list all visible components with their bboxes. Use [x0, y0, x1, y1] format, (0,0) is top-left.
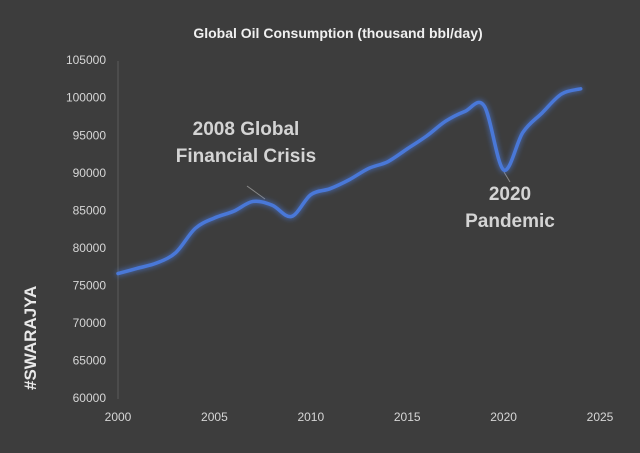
y-tick-label: 65000	[73, 354, 107, 368]
annotation: 2020	[489, 184, 531, 205]
line-series	[116, 87, 583, 276]
annotation-connector	[246, 185, 266, 200]
x-tick-label: 2015	[394, 410, 421, 424]
y-tick-label: 70000	[73, 316, 107, 330]
annotation: 2008 Global	[193, 119, 300, 140]
annotation-connector	[503, 171, 511, 183]
x-tick-label: 2020	[490, 410, 517, 424]
watermark: #SWARAJYA	[21, 286, 40, 390]
y-tick-label: 105000	[66, 53, 106, 67]
y-tick-label: 100000	[66, 91, 106, 105]
x-tick-label: 2000	[105, 410, 132, 424]
chart-title: Global Oil Consumption (thousand bbl/day…	[193, 25, 482, 41]
annotation: Pandemic	[465, 211, 555, 232]
y-tick-label: 60000	[73, 391, 107, 405]
y-tick-label: 95000	[73, 128, 107, 142]
y-tick-label: 90000	[73, 166, 107, 180]
x-tick-label: 2010	[297, 410, 324, 424]
y-tick-label: 80000	[73, 241, 107, 255]
y-tick-label: 85000	[73, 203, 107, 217]
x-tick-label: 2025	[587, 410, 614, 424]
y-tick-label: 75000	[73, 279, 107, 293]
x-tick-label: 2005	[201, 410, 228, 424]
annotation: Financial Crisis	[176, 146, 316, 167]
